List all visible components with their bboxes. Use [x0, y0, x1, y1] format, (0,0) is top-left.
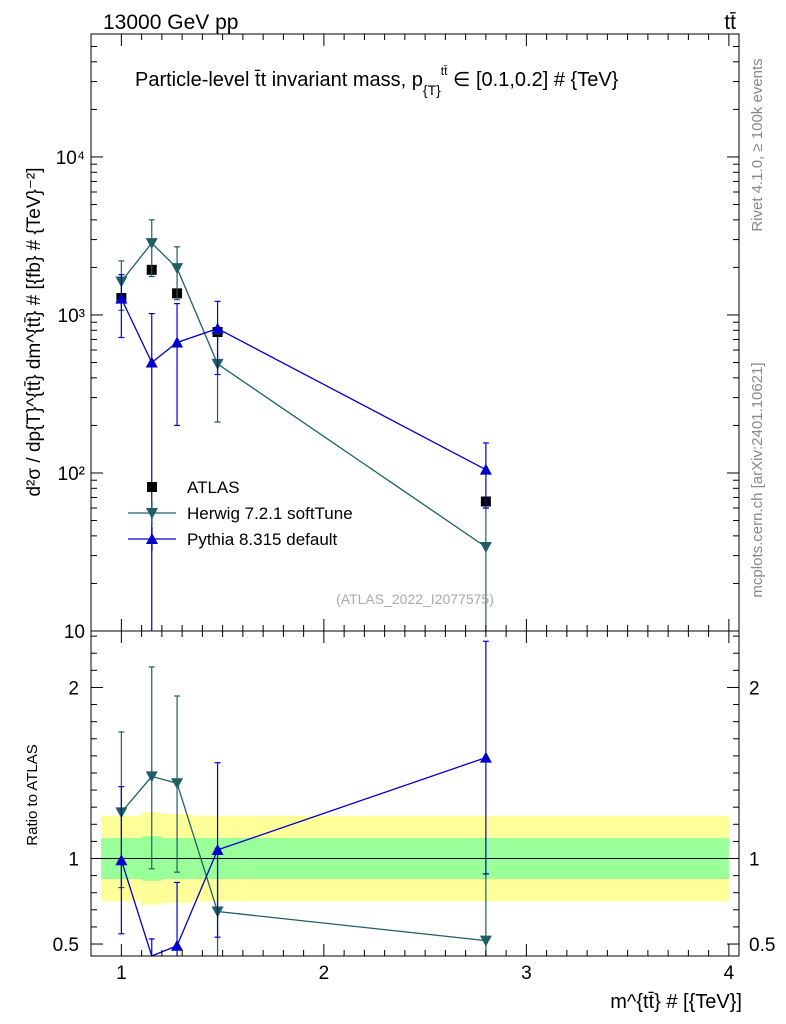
- main-y-tick-label: 10⁴: [56, 148, 85, 169]
- pythia-point: [115, 292, 128, 304]
- pythia-series: [115, 274, 492, 631]
- ratio-panel: 0.5 0.5 1 1 2 2 1 2 3 4 Ratio to ATLAS m^{tt̄} # …: [24, 630, 775, 1013]
- herwig-point: [479, 935, 492, 947]
- pythia-point: [479, 751, 492, 763]
- x-tick-label: 4: [724, 963, 735, 984]
- ratio-y-tick-label: 0.5: [53, 935, 79, 956]
- mcplots-label: mcplots.cern.ch [arXiv:2401.10621]: [749, 362, 766, 597]
- herwig-point: [171, 778, 184, 790]
- herwig-point: [479, 542, 492, 554]
- ratio-y-tick-label-right: 0.5: [749, 935, 775, 956]
- main-y-tick-label: 10³: [58, 306, 85, 327]
- main-y-tick-label: 10: [64, 622, 85, 643]
- title-sup: tt̄: [441, 64, 448, 78]
- title-main: Particle-level t̄t invariant mass, p: [135, 69, 423, 91]
- legend-label: Pythia 8.315 default: [187, 530, 338, 549]
- ratio-frame: [90, 630, 740, 957]
- legend-marker: [147, 482, 157, 492]
- process-label: tt̄: [724, 11, 736, 34]
- legend-marker: [146, 508, 158, 519]
- pythia-point: [171, 939, 184, 951]
- pythia-point: [145, 356, 158, 368]
- x-tick-label: 2: [319, 963, 330, 984]
- pythia-line: [120, 298, 487, 471]
- herwig-series: [115, 666, 492, 956]
- x-tick-label: 3: [521, 963, 532, 984]
- rivet-label: Rivet 4.1.0, ≥ 100k events: [749, 58, 766, 231]
- pythia-point: [211, 322, 224, 334]
- herwig-point: [171, 263, 184, 275]
- pythia-point: [211, 843, 224, 855]
- pythia-point: [479, 463, 492, 475]
- x-axis-label: m^{tt̄} # [{TeV}]: [610, 991, 742, 1013]
- herwig-point: [145, 771, 158, 783]
- title-sub: {T}: [423, 82, 441, 98]
- legend-label: Herwig 7.2.1 softTune: [187, 504, 353, 523]
- main-panel: 10 10² 10³ 10⁴ Particle-level t̄t invariant…: [24, 33, 740, 643]
- analysis-watermark: (ATLAS_2022_I2077575): [336, 591, 494, 607]
- ratio-y-tick-label-right: 1: [749, 850, 760, 871]
- herwig-series: [115, 219, 492, 631]
- y-axis-label: d²σ / dp{T}^{tt̄} dm^{tt̄} # [{fb} # {Te…: [24, 167, 45, 496]
- title-tail: ∈ [0.1,0.2] # {TeV}: [447, 69, 618, 91]
- ratio-y-tick-label-right: 2: [749, 678, 760, 699]
- legend-entry: ATLAS: [147, 478, 240, 497]
- pythia-point: [115, 854, 128, 866]
- legend-entry: Herwig 7.2.1 softTune: [128, 501, 353, 525]
- ratio-y-tick-label: 1: [68, 850, 79, 871]
- herwig-point: [145, 238, 158, 250]
- svg-text:Particle-level t̄t invariant m: Particle-level t̄t invariant mass, p{T}t…: [135, 64, 619, 98]
- main-y-tick-label: 10²: [58, 464, 85, 485]
- legend-marker: [146, 533, 158, 544]
- legend-entry: Pythia 8.315 default: [128, 527, 338, 551]
- plot-title: Particle-level t̄t invariant mass, p{T}t…: [135, 64, 619, 98]
- pythia-point: [171, 336, 184, 348]
- pythia-series: [115, 640, 492, 957]
- legend-label: ATLAS: [187, 478, 240, 497]
- atlas-series: [116, 264, 491, 507]
- x-tick-label: 1: [116, 963, 127, 984]
- ratio-y-tick-label: 2: [68, 678, 79, 699]
- legend: ATLAS Herwig 7.2.1 softTune Pythia 8.315 d…: [128, 478, 353, 551]
- ratio-y-label: Ratio to ATLAS: [24, 744, 41, 845]
- energy-label: 13000 GeV pp: [103, 11, 238, 34]
